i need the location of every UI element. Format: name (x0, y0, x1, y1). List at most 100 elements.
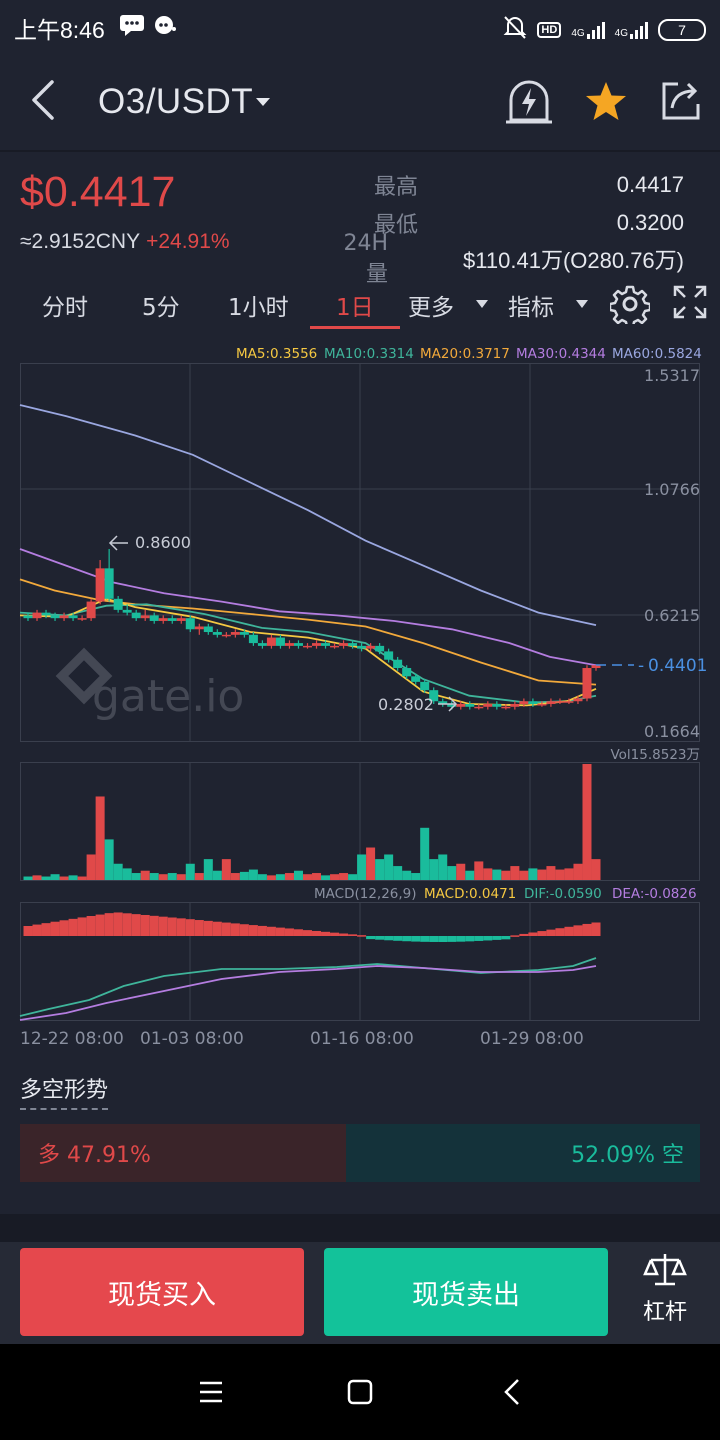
macd-bar (293, 929, 303, 936)
status-bar: 上午8:46 HD 4G 4G 7 (0, 0, 720, 56)
price-alert-button[interactable] (504, 76, 554, 128)
volume-bar (564, 868, 574, 880)
hd-badge: HD (537, 22, 562, 38)
macd-bar (564, 926, 574, 936)
macd-grid (20, 902, 700, 1021)
message-icon (119, 14, 145, 42)
macd-bar (537, 931, 547, 936)
volume-bar (321, 875, 331, 880)
pair-selector[interactable]: O3/USDT (98, 82, 254, 121)
macd-bar (203, 920, 213, 936)
macd-bar (483, 936, 493, 941)
tab-timeshare[interactable]: 分时 (42, 295, 88, 321)
candle-body (203, 626, 213, 633)
share-button[interactable] (658, 78, 704, 124)
volume-bar (375, 859, 385, 880)
volume-bar (519, 870, 529, 880)
candle-body (321, 643, 331, 646)
macd-bar (312, 930, 322, 936)
menu-icon[interactable] (198, 1380, 224, 1408)
back-button[interactable] (22, 76, 66, 126)
kline-svg[interactable]: gate.io MA5:0.3556 MA10:0.3314 MA20:0.37… (0, 336, 720, 1056)
candle-body (582, 668, 592, 699)
back-nav-icon[interactable] (500, 1378, 524, 1410)
volume-bar (158, 874, 168, 880)
candle-body (194, 626, 204, 630)
y-tick: 0.6215 (644, 606, 700, 625)
short-ratio: 52.09% 空 (345, 1124, 700, 1182)
star-icon (586, 82, 626, 120)
volume-bar (203, 859, 213, 880)
macd-bar (212, 921, 222, 936)
tab-5min[interactable]: 5分 (142, 295, 180, 321)
volume-bar (266, 875, 276, 880)
macd-bar (438, 936, 448, 942)
candle-body (492, 704, 502, 707)
macd-bar (185, 919, 195, 936)
volume-bar (357, 854, 367, 880)
volume-bar (492, 869, 502, 880)
macd-bar (302, 930, 312, 936)
volume-bar (528, 868, 538, 880)
chevron-down-icon[interactable] (256, 98, 270, 106)
volume-bar (257, 874, 267, 880)
macd-bar (248, 925, 258, 936)
signal-bars-icon (586, 21, 605, 39)
candle-body (266, 637, 276, 646)
candle-body (86, 601, 96, 619)
candle-body (591, 665, 601, 669)
spot-sell-button[interactable]: 现货卖出 (324, 1248, 608, 1336)
macd-bar (366, 936, 376, 940)
alarm-bell-icon (506, 80, 552, 124)
candle-body (564, 701, 574, 703)
leverage-label: 杠杆 (642, 1300, 687, 1325)
volume-bar (41, 876, 51, 880)
candle-body (122, 609, 132, 613)
macd-bar (357, 935, 367, 937)
candle-body (149, 615, 159, 621)
kline-chart[interactable]: gate.io MA5:0.3556 MA10:0.3314 MA20:0.37… (0, 336, 720, 1056)
macd-bar (429, 936, 439, 942)
section-separator (0, 1214, 720, 1242)
volume-bar (23, 876, 33, 880)
candle-body (339, 643, 349, 646)
volume-bar (339, 873, 349, 880)
candle-body (77, 618, 87, 620)
candle-body (140, 615, 150, 619)
fullscreen-button[interactable] (672, 284, 708, 326)
macd-label: MACD(12,26,9) (314, 886, 417, 902)
candle-body (284, 643, 294, 646)
tab-more[interactable]: 更多 (408, 295, 454, 321)
dif-value: DIF:-0.0590 (524, 886, 602, 902)
candle-body (384, 651, 394, 660)
volume-bar (212, 870, 222, 880)
favorite-button[interactable] (584, 80, 628, 124)
chevron-down-icon[interactable] (576, 300, 588, 308)
tab-1day[interactable]: 1日 (336, 295, 374, 321)
macd-bar (266, 926, 276, 936)
leverage-button[interactable]: 杠杆 (630, 1252, 700, 1326)
long-short-title[interactable]: 多空形势 (20, 1072, 109, 1110)
candle-body (501, 706, 511, 709)
volume-bar (330, 874, 340, 880)
candle-body (483, 704, 493, 707)
candle-body (239, 632, 249, 635)
volume-bar (221, 859, 231, 880)
volume-bar (555, 869, 565, 880)
volume-bar (501, 870, 511, 880)
settings-button[interactable] (608, 284, 652, 330)
tab-1hour[interactable]: 1小时 (228, 295, 289, 321)
volume-bar (510, 866, 520, 880)
spot-buy-button[interactable]: 现货买入 (20, 1248, 304, 1336)
candle-body (366, 645, 376, 649)
candle-body (158, 618, 168, 621)
candle-body (348, 643, 358, 646)
home-icon[interactable] (347, 1379, 373, 1409)
volume-bar (537, 869, 547, 880)
tab-indicators[interactable]: 指标 (508, 295, 554, 321)
ticker-stats: 最高 0.4417 最低 0.3200 24H量 $110.41万(O280.7… (343, 166, 684, 287)
macd-bar (330, 932, 340, 936)
ma60-line (19, 404, 597, 626)
chevron-down-icon[interactable] (476, 300, 488, 308)
macd-bar (402, 936, 412, 942)
